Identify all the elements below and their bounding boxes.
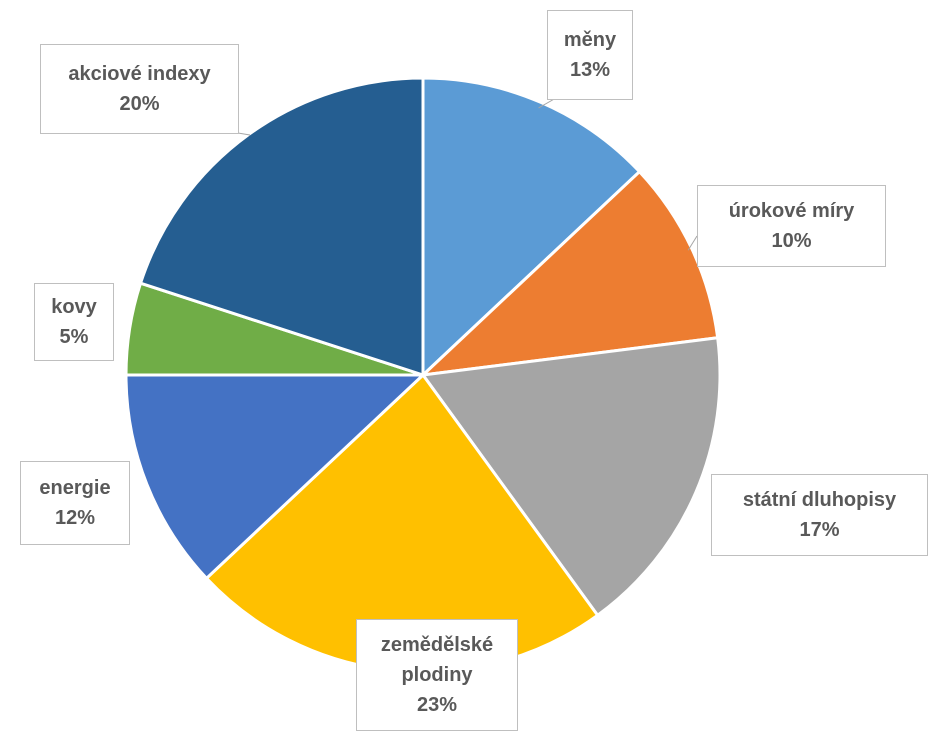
data-label-percent: 13% (569, 59, 611, 81)
data-label-meny: měny 13% (547, 10, 633, 100)
pie-slice-statni-dluhopisy (421, 336, 722, 617)
data-label-percent: 17% (799, 519, 840, 541)
data-label-percent: 5% (59, 326, 89, 348)
data-label-kovy: kovy 5% (34, 283, 114, 361)
data-label-energie: energie 12% (20, 461, 130, 545)
data-label-percent: 23% (416, 694, 458, 716)
data-label-category: kovy (51, 296, 97, 318)
pie-slice-meny (421, 76, 641, 377)
pie-slice-urokove-miry (421, 170, 720, 377)
data-label-percent: 12% (54, 507, 96, 529)
data-label-statni-dluhopisy: státní dluhopisy 17% (711, 474, 928, 556)
data-label-percent: 10% (771, 230, 812, 252)
data-label-akciove-indexy: akciové indexy 20% (40, 44, 239, 134)
data-label-category-line-2: plodiny (401, 664, 473, 686)
pie-slice-energie (124, 373, 425, 580)
data-label-category: akciové indexy (68, 63, 211, 85)
data-label-category: úrokové míry (728, 200, 855, 222)
data-label-category-line-1: zemědělské (380, 634, 494, 656)
data-label-percent: 20% (119, 93, 160, 115)
data-label-category: energie (39, 477, 111, 499)
data-label-category: státní dluhopisy (742, 489, 897, 511)
leader-line-urokove-miry (687, 235, 698, 251)
data-label-category: měny (563, 29, 617, 51)
data-label-zemedelske-plodiny: zemědělské plodiny 23% (356, 619, 518, 731)
data-label-urokove-miry: úrokové míry 10% (697, 185, 886, 267)
